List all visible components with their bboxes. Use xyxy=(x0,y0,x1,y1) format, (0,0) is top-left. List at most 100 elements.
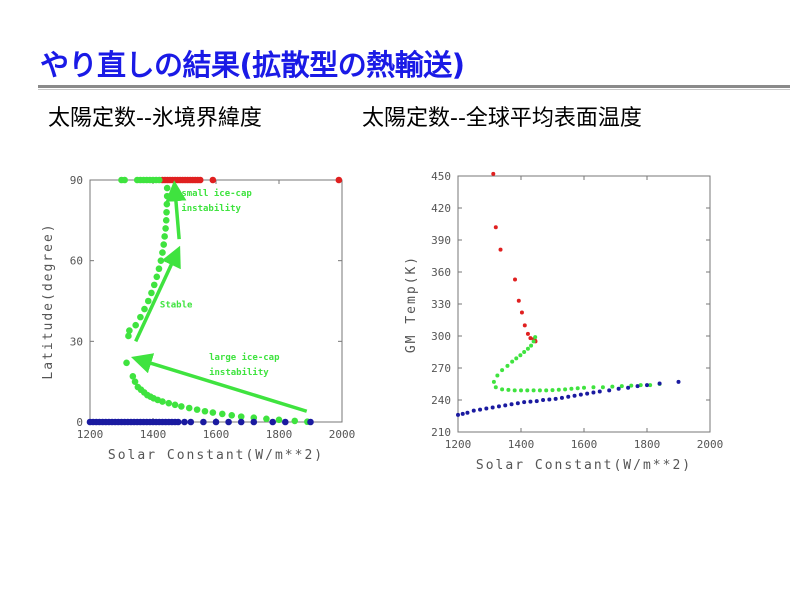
annotation-large-ice-cap-instability: instability xyxy=(209,367,269,378)
data-point-green xyxy=(525,388,530,393)
data-point-green xyxy=(556,387,561,392)
x-tick-label: 2000 xyxy=(329,428,356,441)
x-tick-label: 1200 xyxy=(445,438,472,451)
data-point-green xyxy=(263,415,270,423)
x-tick-label: 2000 xyxy=(697,438,724,451)
data-point-green xyxy=(518,353,523,358)
data-point-green xyxy=(550,388,555,393)
data-point-blue xyxy=(553,396,558,401)
data-point-green xyxy=(132,321,139,329)
data-point-green xyxy=(137,313,144,321)
y-tick-label: 30 xyxy=(70,335,83,348)
data-point-green xyxy=(591,385,596,390)
x-tick-label: 1800 xyxy=(266,428,293,441)
data-point-blue xyxy=(572,393,577,398)
y-tick-label: 0 xyxy=(76,416,83,429)
data-point-blue xyxy=(522,400,527,405)
y-tick-label: 330 xyxy=(431,298,451,311)
data-point-red xyxy=(493,225,498,230)
data-point-green xyxy=(123,359,130,367)
y-tick-label: 450 xyxy=(431,170,451,183)
data-point-green xyxy=(126,327,133,334)
data-point-red xyxy=(522,323,527,328)
data-point-blue xyxy=(597,389,602,394)
data-point-blue xyxy=(657,381,662,386)
annotation-small-ice-cap-instability: instability xyxy=(181,203,241,214)
x-tick-label: 1600 xyxy=(203,428,230,441)
y-tick-label: 210 xyxy=(431,426,451,439)
data-point-green xyxy=(619,384,624,389)
data-point-green xyxy=(275,416,283,424)
data-point-green xyxy=(514,356,519,361)
data-point-blue xyxy=(534,399,539,404)
data-point-blue xyxy=(187,418,195,426)
data-point-green xyxy=(600,385,605,390)
y-tick-label: 240 xyxy=(431,394,451,407)
data-point-red xyxy=(498,247,503,252)
data-point-green xyxy=(529,343,534,348)
data-point-red xyxy=(513,277,518,282)
data-point-green xyxy=(162,217,170,224)
data-point-green xyxy=(522,350,527,354)
data-point-blue xyxy=(282,418,289,426)
data-point-green xyxy=(510,359,515,364)
x-axis-label: Solar Constant(W/m**2) xyxy=(476,458,692,473)
x-tick-label: 1400 xyxy=(140,428,167,441)
data-point-green xyxy=(291,417,299,425)
data-point-blue xyxy=(547,397,552,402)
data-point-green xyxy=(629,383,634,388)
slide-title: やり直しの結果(拡散型の熱輸送) xyxy=(40,48,465,82)
data-point-red xyxy=(491,171,496,176)
data-point-blue xyxy=(225,418,232,426)
x-tick-label: 1200 xyxy=(77,428,104,441)
y-tick-label: 300 xyxy=(431,330,451,343)
data-point-blue xyxy=(250,418,258,426)
data-point-blue xyxy=(626,385,631,390)
data-point-green xyxy=(201,407,209,415)
y-tick-label: 270 xyxy=(431,362,451,375)
data-point-green xyxy=(162,225,169,232)
data-point-green xyxy=(159,249,166,256)
data-point-green xyxy=(531,339,536,344)
plot-frame xyxy=(457,175,711,433)
data-point-green xyxy=(171,401,179,409)
data-point-green xyxy=(155,265,163,273)
data-point-green xyxy=(185,404,193,412)
data-point-green xyxy=(582,385,586,390)
data-point-blue xyxy=(496,404,501,409)
data-point-green xyxy=(491,379,496,384)
x-tick-label: 1600 xyxy=(571,438,598,451)
data-point-green xyxy=(150,281,158,289)
data-point-green xyxy=(163,184,171,192)
data-point-blue xyxy=(460,411,465,416)
data-point-green xyxy=(237,413,245,420)
data-point-green xyxy=(156,176,163,184)
data-point-green xyxy=(537,388,542,393)
data-point-green xyxy=(575,386,580,391)
y-axis-label: GM Temp(K) xyxy=(404,255,419,353)
data-point-green xyxy=(495,373,500,378)
data-point-green xyxy=(533,335,538,340)
data-point-blue xyxy=(591,390,596,395)
data-point-green xyxy=(209,409,217,416)
data-point-blue xyxy=(212,418,220,426)
data-point-red xyxy=(209,176,217,184)
data-point-blue xyxy=(200,418,207,426)
data-point-green xyxy=(563,387,568,392)
latitude-chart: 1200 1400 1600 1800 2000 0 30 60 90 Solar Constan… xyxy=(41,174,355,463)
data-point-green xyxy=(610,384,615,389)
data-point-green xyxy=(178,403,185,410)
data-point-blue xyxy=(645,383,649,388)
x-tick-label: 1800 xyxy=(634,438,661,451)
data-point-blue xyxy=(471,408,476,413)
annotation-stable: Stable xyxy=(160,301,193,311)
data-point-green xyxy=(144,297,152,305)
data-point-blue xyxy=(616,386,621,391)
data-point-green xyxy=(519,388,523,393)
stable-arrow xyxy=(134,245,181,343)
data-point-red xyxy=(516,298,521,303)
data-point-green xyxy=(219,410,226,418)
data-point-green xyxy=(500,387,505,392)
data-point-blue xyxy=(456,412,460,417)
data-point-blue xyxy=(478,407,483,412)
